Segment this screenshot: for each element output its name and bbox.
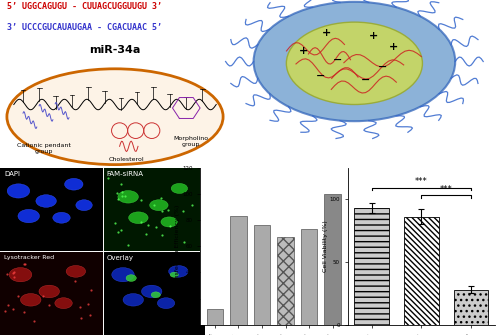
Ellipse shape [158,298,175,309]
Ellipse shape [118,191,139,203]
Text: −: − [378,62,387,72]
Text: ***: *** [440,185,452,194]
Bar [354,208,389,325]
Y-axis label: Cell Viability (%): Cell Viability (%) [323,220,328,272]
Ellipse shape [64,178,83,190]
Ellipse shape [170,272,178,277]
Text: −: − [333,55,342,65]
Ellipse shape [112,268,134,282]
Ellipse shape [20,293,41,306]
Bar [454,290,488,325]
Ellipse shape [36,195,56,207]
Ellipse shape [123,293,144,306]
Text: Cationic pendant
group: Cationic pendant group [17,143,70,154]
Ellipse shape [161,217,178,227]
Text: +: + [370,31,378,41]
Text: Schematic representation
miR-34a nanoplexes: Schematic representation miR-34a nanople… [306,170,414,190]
Text: +: + [389,42,398,52]
Ellipse shape [9,268,32,282]
Text: −: − [316,71,326,81]
Ellipse shape [66,265,86,277]
Ellipse shape [7,184,30,198]
Ellipse shape [168,265,188,277]
Text: Lysotracker Red: Lysotracker Red [4,255,54,260]
Ellipse shape [151,292,160,298]
Text: Overlay: Overlay [106,255,134,261]
Bar [230,216,246,325]
Bar [102,168,205,251]
Y-axis label: Transfection Efficiency (%): Transfection Efficiency (%) [176,205,180,288]
Text: 5’ UGGCAGUGU - CUUAGCUGGUUGU 3’: 5’ UGGCAGUGU - CUUAGCUGGUUGU 3’ [7,2,162,11]
Text: +: + [322,27,331,38]
Ellipse shape [126,275,136,281]
Ellipse shape [18,209,40,223]
Ellipse shape [39,285,60,298]
Ellipse shape [254,2,455,121]
Text: +: + [300,46,308,56]
Ellipse shape [286,22,422,105]
Text: Cholesterol: Cholesterol [108,157,144,162]
Bar [404,217,438,325]
Text: ***: *** [415,178,428,186]
Text: 3’ UCCCGUCAUAUGAA - CGACUAAC 5’: 3’ UCCCGUCAUAUGAA - CGACUAAC 5’ [7,23,162,31]
Ellipse shape [76,200,92,211]
Text: DAPI: DAPI [4,171,20,177]
Ellipse shape [53,212,70,223]
Ellipse shape [55,298,72,309]
Bar [278,237,293,325]
Ellipse shape [7,69,223,164]
Bar [102,251,205,335]
Text: −: − [361,75,370,85]
Text: miR-34a: miR-34a [90,45,140,55]
Ellipse shape [171,184,188,194]
Bar [206,309,223,325]
Bar [324,194,341,325]
Text: FAM-siRNA: FAM-siRNA [106,171,144,177]
Text: Morpholino
group: Morpholino group [174,136,208,147]
Ellipse shape [150,200,168,211]
Bar [301,229,318,325]
Bar [254,225,270,325]
Ellipse shape [142,285,162,298]
Bar [0,251,102,335]
Ellipse shape [128,212,148,224]
